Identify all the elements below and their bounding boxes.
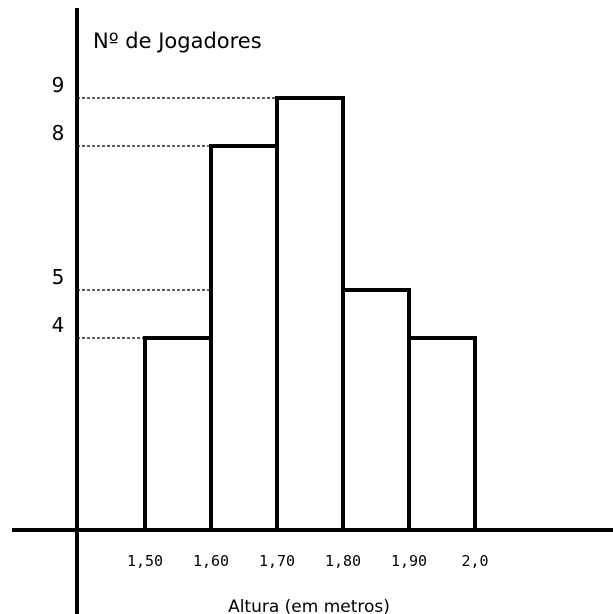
- bar-2: [209, 144, 279, 532]
- bar-4: [341, 288, 411, 532]
- x-tick-label: 1,80: [325, 552, 361, 570]
- y-tick-label: 9: [52, 73, 65, 97]
- x-tick-labels: 1,50 1,60 1,70 1,80 1,90 2,0: [127, 552, 489, 570]
- bar-5: [407, 336, 477, 532]
- bar-3: [275, 96, 345, 532]
- x-tick-label: 1,60: [193, 552, 229, 570]
- x-tick-label: 1,50: [127, 552, 163, 570]
- bars: [143, 96, 477, 532]
- y-tick-label: 8: [52, 121, 65, 145]
- x-axis-title: Altura (em metros): [228, 597, 390, 614]
- bar-1: [143, 336, 213, 532]
- y-axis-title: Nº de Jogadores: [93, 29, 262, 53]
- x-tick-label: 1,70: [259, 552, 295, 570]
- y-tick-label: 4: [52, 313, 65, 337]
- y-tick-labels: 4 5 8 9: [52, 73, 65, 337]
- x-tick-label: 1,90: [391, 552, 427, 570]
- x-tick-label: 2,0: [461, 552, 488, 570]
- y-tick-label: 5: [52, 265, 65, 289]
